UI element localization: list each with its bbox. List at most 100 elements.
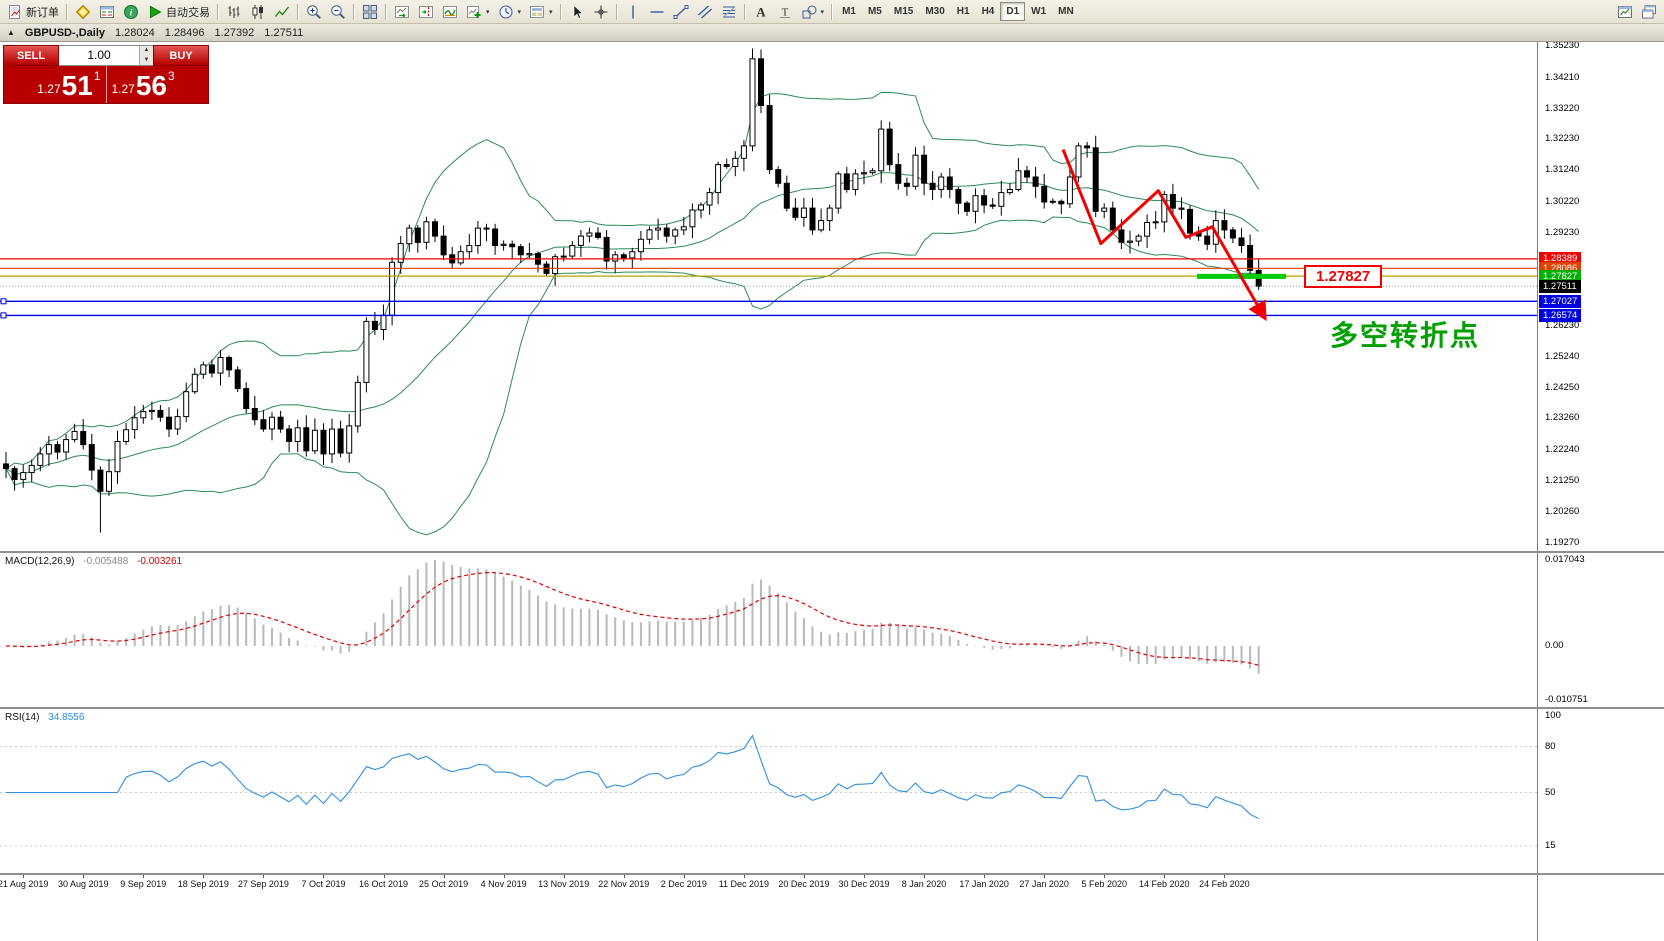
- bar-chart-button[interactable]: [222, 0, 246, 24]
- cursor-icon: [569, 4, 585, 20]
- new-order-button[interactable]: 新订单: [3, 0, 63, 24]
- svg-text:i: i: [130, 7, 133, 17]
- buy-button[interactable]: BUY: [153, 45, 209, 66]
- axis-tick: [984, 875, 986, 878]
- axis-date-label: 25 Oct 2019: [419, 879, 469, 889]
- timeframe-button-h1[interactable]: H1: [956, 6, 970, 17]
- fibonacci-button[interactable]: [717, 0, 741, 24]
- price-level-label[interactable]: 1.27827: [1304, 265, 1383, 288]
- crosshair-button[interactable]: [589, 0, 613, 24]
- price-scale-tick: 1.21250: [1545, 474, 1580, 486]
- hline-icon: [649, 4, 665, 20]
- collapse-panel-icon[interactable]: ▲: [7, 28, 15, 37]
- price-scale-tick: 1.30220: [1545, 195, 1580, 207]
- price-scale[interactable]: 1.35230 1.34210 1.33220 1.32230 1.31240 1.302…: [1537, 40, 1664, 941]
- timeframe-button-mn[interactable]: MN: [1058, 6, 1074, 17]
- new-chart-button[interactable]: [1613, 0, 1637, 24]
- periods-button[interactable]: ▾: [494, 0, 526, 24]
- axis-tick: [743, 875, 745, 878]
- axis-date-label: 5 Feb 2020: [1081, 879, 1128, 889]
- axis-date-label: 7 Oct 2019: [301, 879, 346, 889]
- volume-value[interactable]: 1.00: [87, 48, 111, 62]
- note-text[interactable]: 多空转折点: [1330, 320, 1481, 351]
- rsi-level-lines: [0, 746, 1537, 847]
- zoom-out-button[interactable]: [326, 0, 350, 24]
- price-scale-tick: 15: [1545, 840, 1556, 852]
- indicators-button[interactable]: [438, 0, 462, 24]
- clock-icon: [498, 4, 514, 20]
- axis-tick: [864, 875, 865, 878]
- chart-shift-button[interactable]: [414, 0, 438, 24]
- macd-pane-divider[interactable]: [0, 551, 1664, 553]
- macd-histogram: [13, 560, 1260, 674]
- add-indicator-icon: [466, 4, 482, 20]
- price-scale-tick: 1.20260: [1545, 505, 1580, 517]
- toolbar-separator: [559, 3, 562, 20]
- time-axis[interactable]: 21 Aug 2019 30 Aug 2019 9 Sep 2019 18 Sep 2…: [0, 875, 1664, 941]
- timeframe-button-d1[interactable]: D1: [1000, 2, 1026, 21]
- toolbar-separator: [743, 3, 746, 20]
- volume-stepper[interactable]: ▲ ▼: [139, 46, 153, 65]
- axis-date-label: 13 Nov 2019: [538, 879, 590, 889]
- svg-text:A: A: [756, 4, 766, 19]
- trendline-button[interactable]: [669, 0, 693, 24]
- timeframe-button-m30[interactable]: M30: [925, 6, 945, 17]
- line-chart-button[interactable]: [270, 0, 294, 24]
- toolbar-separator: [217, 3, 219, 20]
- price-scale-tick: 0.017043: [1545, 554, 1585, 566]
- rsi-value: 34.8556: [48, 712, 85, 723]
- timeframe-button-h4[interactable]: H4: [981, 6, 995, 17]
- axis-divider[interactable]: [0, 873, 1664, 875]
- vertical-line-button[interactable]: [621, 0, 645, 24]
- horizontal-line-button[interactable]: [645, 0, 669, 24]
- cursor-button[interactable]: [565, 0, 589, 24]
- toolbar-separator: [66, 3, 68, 20]
- price-scale-tick: 1.34210: [1545, 71, 1580, 83]
- cascade-icon: [1641, 4, 1657, 20]
- timeframe-button-m5[interactable]: M5: [867, 6, 882, 17]
- text-button[interactable]: A: [749, 0, 773, 24]
- crosshair-icon: [593, 4, 609, 20]
- horizontal-line-objects[interactable]: [0, 258, 1537, 319]
- line-chart-icon: [274, 4, 290, 20]
- zoom-in-button[interactable]: [302, 0, 326, 24]
- rsi-pane-divider[interactable]: [0, 707, 1664, 709]
- price-scale-badge: 1.27827: [1539, 269, 1582, 283]
- price-scale-tick: 1.32230: [1545, 133, 1580, 145]
- volume-field[interactable]: 1.00 ▲ ▼: [59, 45, 153, 66]
- price-scale-tick: -0.010751: [1545, 694, 1588, 706]
- metaeditor-button[interactable]: [71, 0, 95, 24]
- channel-button[interactable]: [693, 0, 717, 24]
- templates-button[interactable]: ▾: [525, 0, 557, 24]
- candlestick-chart-button[interactable]: [246, 0, 270, 24]
- sell-price[interactable]: 1.27 51 1: [4, 66, 106, 103]
- volume-down-icon[interactable]: ▼: [140, 55, 153, 65]
- chevron-down-icon: ▾: [820, 8, 825, 16]
- rsi-line: [6, 734, 1259, 820]
- market-watch-button[interactable]: [95, 0, 119, 24]
- editor-icon: [75, 4, 91, 20]
- label-button[interactable]: T: [773, 0, 797, 24]
- price-scale-tick: 50: [1545, 786, 1556, 798]
- sell-button[interactable]: SELL: [3, 45, 59, 66]
- toolbar-separator: [353, 3, 355, 20]
- trend-arrow-annotation[interactable]: [1061, 149, 1267, 322]
- timeframe-button-m1[interactable]: M1: [842, 6, 856, 17]
- timeframe-button-w1[interactable]: W1: [1031, 6, 1047, 17]
- toolbar-separator: [385, 3, 387, 20]
- data-window-button[interactable]: i: [119, 0, 143, 24]
- volume-up-icon[interactable]: ▲: [140, 46, 153, 56]
- sell-price-prefix: 1.27: [37, 82, 61, 96]
- autotrading-button[interactable]: 自动交易: [143, 0, 214, 24]
- add-indicator-button[interactable]: ▾: [462, 0, 494, 24]
- auto-scroll-button[interactable]: [390, 0, 414, 24]
- axis-tick: [1224, 875, 1226, 878]
- profiles-button[interactable]: [1637, 0, 1661, 24]
- timeframe-button-m15[interactable]: M15: [893, 6, 914, 17]
- shapes-button[interactable]: ▾: [797, 0, 829, 24]
- tile-windows-button[interactable]: [358, 0, 382, 24]
- axis-tick: [803, 875, 805, 878]
- toolbar-separator: [615, 3, 618, 20]
- buy-price[interactable]: 1.27 56 3: [105, 66, 209, 103]
